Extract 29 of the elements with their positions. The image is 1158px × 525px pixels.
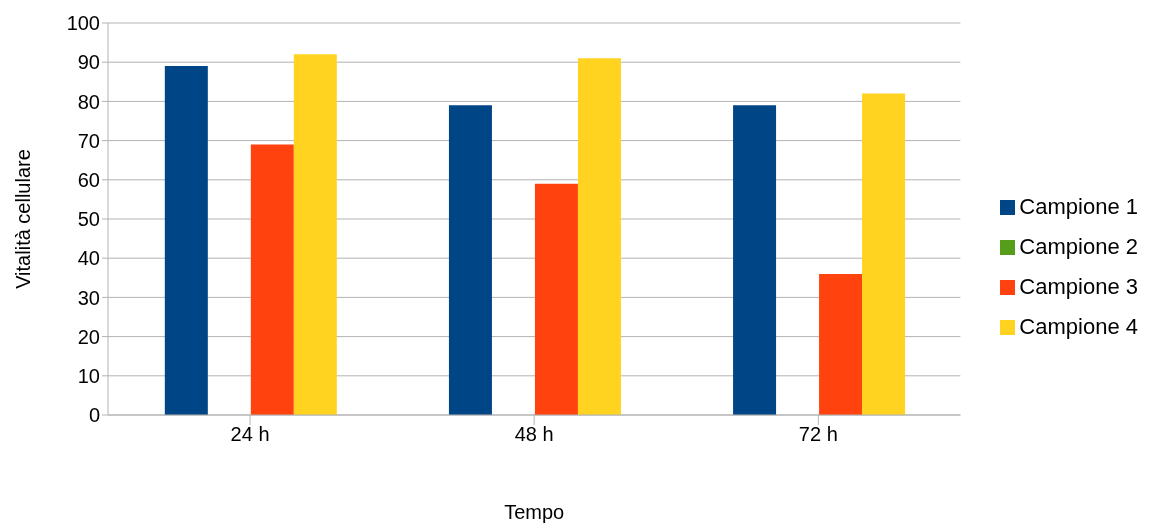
y-tick-label: 30 bbox=[77, 286, 100, 309]
y-tick-label: 20 bbox=[77, 325, 100, 348]
y-tick-label: 10 bbox=[77, 364, 100, 387]
y-tick-label: 40 bbox=[77, 247, 100, 270]
bar bbox=[250, 144, 294, 415]
y-axis-title: Vitalità cellulare bbox=[12, 149, 35, 289]
y-tick-label: 80 bbox=[77, 90, 100, 113]
bar bbox=[577, 58, 621, 415]
y-tick-label: 60 bbox=[77, 168, 100, 191]
legend-label: Campione 2 bbox=[1019, 233, 1138, 259]
y-tick-label: 100 bbox=[66, 12, 100, 35]
x-tick-label: 72 h bbox=[798, 423, 838, 446]
x-axis-title: Tempo bbox=[504, 501, 565, 524]
bar bbox=[733, 105, 777, 415]
bar bbox=[293, 54, 337, 415]
y-tick-label: 90 bbox=[77, 51, 100, 74]
bar bbox=[534, 183, 578, 415]
legend-label: Campione 3 bbox=[1019, 273, 1138, 299]
legend-label: Campione 1 bbox=[1019, 193, 1138, 219]
bar bbox=[819, 273, 863, 415]
y-tick-label: 70 bbox=[77, 129, 100, 152]
legend-label: Campione 4 bbox=[1019, 313, 1138, 339]
x-tick-label: 48 h bbox=[514, 423, 554, 446]
y-tick-label: 50 bbox=[77, 208, 100, 231]
x-tick-label: 24 h bbox=[230, 423, 270, 446]
y-tick-label: 0 bbox=[88, 404, 100, 427]
bar bbox=[448, 105, 492, 415]
bar bbox=[164, 66, 208, 415]
bar bbox=[862, 93, 906, 415]
